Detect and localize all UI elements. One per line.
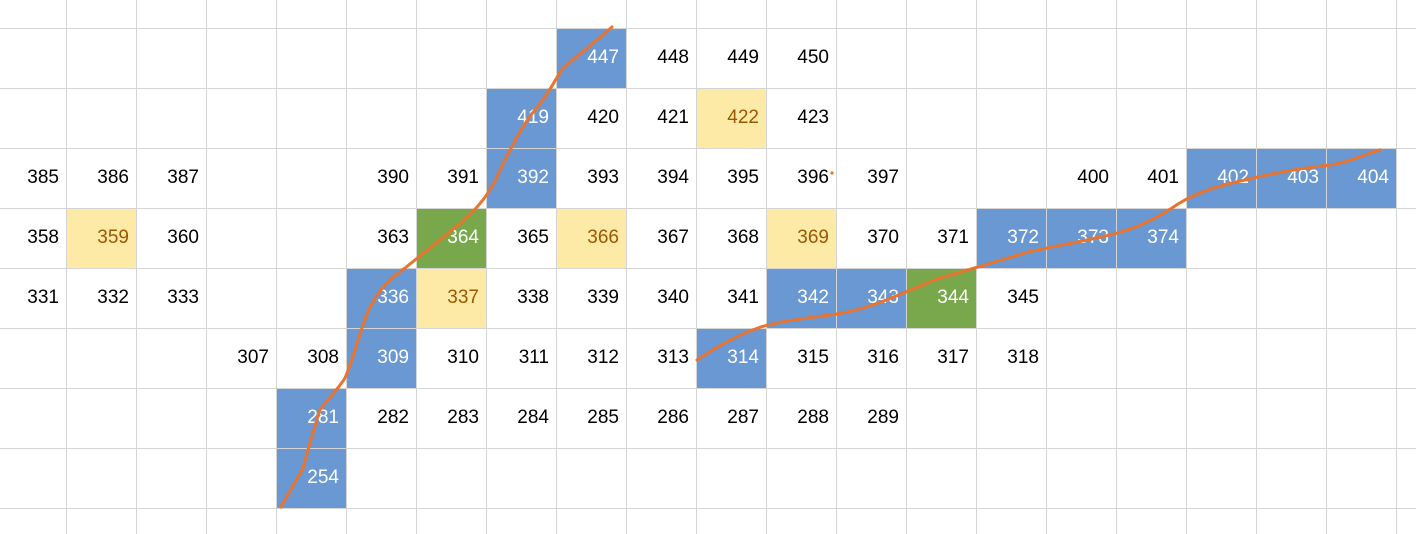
- grid-line-horizontal: [0, 447, 1416, 449]
- grid-line-vertical: [1395, 0, 1397, 534]
- grid-cell[interactable]: 401: [1147, 167, 1179, 188]
- grid-line-vertical: [205, 0, 207, 534]
- grid-cell[interactable]: 254: [276, 448, 346, 508]
- grid-line-horizontal: [0, 267, 1416, 269]
- grid-cell[interactable]: 423: [797, 107, 829, 128]
- grid-cell[interactable]: 447: [556, 28, 626, 88]
- grid-cell[interactable]: 396: [797, 167, 829, 188]
- grid-cell[interactable]: 400: [1077, 167, 1109, 188]
- grid-cell[interactable]: 422: [696, 88, 766, 148]
- grid-cell[interactable]: 310: [447, 347, 479, 368]
- grid-cell[interactable]: 345: [1007, 287, 1039, 308]
- grid-cell[interactable]: 419: [486, 88, 556, 148]
- grid-line-horizontal: [0, 507, 1416, 509]
- grid-cell[interactable]: 307: [237, 347, 269, 368]
- grid-cell[interactable]: 365: [517, 227, 549, 248]
- grid-cell[interactable]: 364: [416, 208, 486, 268]
- grid-cell[interactable]: 318: [1007, 347, 1039, 368]
- grid-line-horizontal: [0, 327, 1416, 329]
- grid-cell[interactable]: 309: [346, 328, 416, 388]
- grid-line-vertical: [275, 0, 277, 534]
- grid-cell[interactable]: 342: [766, 268, 836, 328]
- grid-cell[interactable]: 403: [1256, 148, 1326, 208]
- grid-line-vertical: [135, 0, 137, 534]
- grid-cell[interactable]: 281: [276, 388, 346, 448]
- grid-cell[interactable]: 369: [766, 208, 836, 268]
- grid-cell[interactable]: 368: [727, 227, 759, 248]
- grid-cell[interactable]: 315: [797, 347, 829, 368]
- grid-cell[interactable]: 316: [867, 347, 899, 368]
- grid-cell[interactable]: 332: [97, 287, 129, 308]
- grid-cell[interactable]: 387: [167, 167, 199, 188]
- grid-cell[interactable]: 402: [1186, 148, 1256, 208]
- grid-cell[interactable]: 450: [797, 47, 829, 68]
- grid-cell[interactable]: 372: [976, 208, 1046, 268]
- grid-cell[interactable]: 331: [27, 287, 59, 308]
- grid-cell[interactable]: 367: [657, 227, 689, 248]
- grid-line-horizontal: [0, 387, 1416, 389]
- grid-cell[interactable]: 358: [27, 227, 59, 248]
- grid-cell[interactable]: 421: [657, 107, 689, 128]
- grid-cell[interactable]: 449: [727, 47, 759, 68]
- grid-cell[interactable]: 312: [587, 347, 619, 368]
- grid-cell[interactable]: 360: [167, 227, 199, 248]
- grid-line-horizontal: [0, 207, 1416, 209]
- grid-line-vertical: [625, 0, 627, 534]
- grid-line-horizontal: [0, 147, 1416, 149]
- grid-cell[interactable]: 341: [727, 287, 759, 308]
- grid-cell[interactable]: 313: [657, 347, 689, 368]
- grid-cell[interactable]: 404: [1326, 148, 1396, 208]
- grid-cell[interactable]: 363: [377, 227, 409, 248]
- grid-cell[interactable]: 282: [377, 407, 409, 428]
- grid-cell[interactable]: 283: [447, 407, 479, 428]
- grid-cell[interactable]: 366: [556, 208, 626, 268]
- grid-cell[interactable]: 338: [517, 287, 549, 308]
- grid-cell[interactable]: 287: [727, 407, 759, 428]
- grid-cell[interactable]: 397: [867, 167, 899, 188]
- grid-cell[interactable]: 317: [937, 347, 969, 368]
- grid-cell[interactable]: 314: [696, 328, 766, 388]
- grid-cell[interactable]: 359: [66, 208, 136, 268]
- grid-cell[interactable]: 344: [906, 268, 976, 328]
- grid-cell[interactable]: 385: [27, 167, 59, 188]
- grid-cell[interactable]: 340: [657, 287, 689, 308]
- grid-cell[interactable]: 370: [867, 227, 899, 248]
- grid-cell[interactable]: 393: [587, 167, 619, 188]
- grid-cell[interactable]: 284: [517, 407, 549, 428]
- grid-cell[interactable]: 286: [657, 407, 689, 428]
- grid-line-horizontal: [0, 27, 1416, 29]
- grid-cell[interactable]: 339: [587, 287, 619, 308]
- grid-cell[interactable]: 308: [307, 347, 339, 368]
- grid-line-vertical: [65, 0, 67, 534]
- grid-cell[interactable]: 333: [167, 287, 199, 308]
- grid-cell[interactable]: 311: [518, 347, 549, 368]
- grid-cell[interactable]: 395: [727, 167, 759, 188]
- grid-cell[interactable]: 392: [486, 148, 556, 208]
- grid-cell[interactable]: 337: [416, 268, 486, 328]
- grid-cell[interactable]: 386: [97, 167, 129, 188]
- grid-cell[interactable]: 448: [657, 47, 689, 68]
- grid-cell[interactable]: 343: [836, 268, 906, 328]
- grid-cell[interactable]: 289: [867, 407, 899, 428]
- grid-cell[interactable]: 336: [346, 268, 416, 328]
- grid-line-horizontal: [0, 87, 1416, 89]
- grid-cell[interactable]: 374: [1116, 208, 1186, 268]
- grid-cell[interactable]: 420: [587, 107, 619, 128]
- grid-cell[interactable]: 371: [937, 227, 969, 248]
- grid-cell[interactable]: 285: [587, 407, 619, 428]
- grid-cell[interactable]: 391: [447, 167, 479, 188]
- grid-cell[interactable]: 394: [657, 167, 689, 188]
- grid-cell[interactable]: 373: [1046, 208, 1116, 268]
- grid-cell[interactable]: 288: [797, 407, 829, 428]
- grid-cell[interactable]: 390: [377, 167, 409, 188]
